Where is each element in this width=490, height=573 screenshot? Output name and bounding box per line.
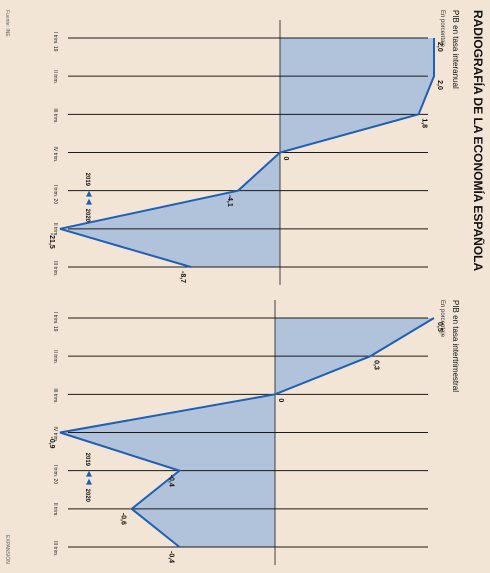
value-label: -4,1: [226, 195, 233, 207]
tick-label: IV trim.: [52, 427, 58, 443]
badge-from: 2019: [84, 453, 90, 467]
value-label: -0,6: [120, 513, 127, 525]
badge-arrows-icon: [86, 470, 92, 485]
tick-label: I trim. 19: [52, 32, 58, 52]
tick-label: IV trim.: [52, 147, 58, 163]
chart-pib-interanual: PIB en tasa interanual En porcentaje 2,0…: [48, 10, 460, 285]
tick-label: III trim.: [52, 108, 58, 123]
value-label: 2,0: [436, 42, 443, 52]
value-label: -0,9: [48, 437, 55, 449]
tick-label: II trim.: [52, 503, 58, 517]
value-label: 0: [277, 398, 284, 402]
series-line: [59, 38, 435, 268]
badge-arrows-icon: [86, 190, 92, 205]
value-label: 2,0: [436, 80, 443, 90]
value-label: 0: [282, 157, 289, 161]
chart-title: PIB en tasa interanual: [451, 10, 460, 89]
publisher-note: EXPANSIÓN: [4, 535, 11, 564]
tick-label: II trim.: [52, 350, 58, 364]
tick-label: III trim.: [52, 388, 58, 403]
tick-label: II trim.: [52, 223, 58, 237]
chart-subtitle: En porcentaje: [439, 300, 445, 338]
page-title: RADIOGRAFÍA DE LA ECONOMÍA ESPAÑOLA: [471, 10, 486, 271]
rotated-content: RADIOGRAFÍA DE LA ECONOMÍA ESPAÑOLA PIB …: [4, 10, 486, 565]
tick-label: III trim.: [52, 541, 58, 556]
tick-label: II trim.: [52, 70, 58, 84]
value-label: -0,4: [167, 551, 174, 563]
series-line: [59, 317, 435, 548]
badge-from: 2019: [84, 173, 90, 187]
value-label: 0,3: [372, 360, 379, 370]
tick-label: I trim. 20: [52, 185, 58, 205]
value-label: -0,4: [167, 475, 174, 487]
badge-to: 2020: [84, 209, 90, 223]
tick-label: I trim. 20: [52, 465, 58, 485]
tick-label: I trim. 19: [52, 312, 58, 332]
value-label: -8,7: [179, 271, 186, 283]
chart-pib-intertrimestral: PIB en tasa intertrimestral En porcentaj…: [48, 300, 460, 565]
chart-subtitle: En porcentaje: [439, 10, 445, 48]
value-label: 1,8: [421, 118, 428, 128]
value-label: 0,5: [436, 322, 443, 332]
tick-label: III trim.: [52, 261, 58, 276]
badge-to: 2020: [84, 489, 90, 503]
chart-title: PIB en tasa intertrimestral: [451, 300, 460, 392]
source-note: Fuente: INE: [4, 10, 10, 37]
value-label: -21,5: [48, 233, 55, 249]
